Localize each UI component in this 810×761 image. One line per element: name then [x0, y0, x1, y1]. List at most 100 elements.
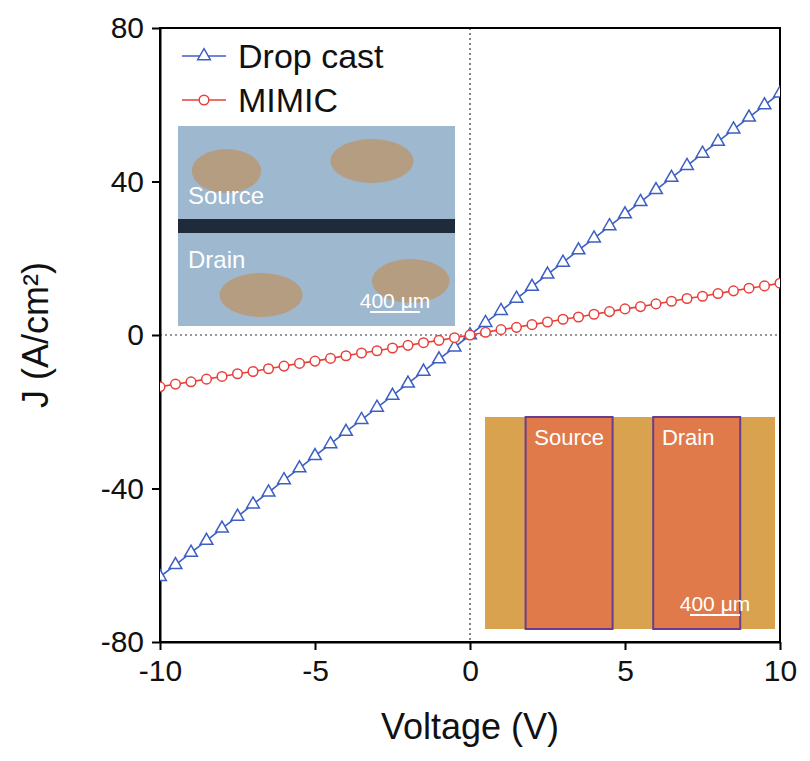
data-point — [712, 134, 725, 145]
data-point — [450, 333, 460, 343]
data-point — [160, 382, 165, 392]
legend: Drop cast MIMIC — [182, 37, 384, 119]
legend-marker — [198, 49, 211, 60]
data-point — [402, 376, 415, 387]
data-point — [262, 485, 275, 496]
data-point — [278, 473, 291, 484]
data-point — [541, 267, 554, 278]
x-tick-mark — [625, 642, 627, 650]
data-point — [665, 170, 678, 181]
data-point — [357, 348, 367, 358]
data-point — [388, 343, 398, 353]
data-point — [309, 449, 322, 460]
data-point — [744, 283, 754, 293]
inset-background — [485, 417, 775, 629]
data-point — [247, 497, 260, 508]
data-point — [324, 437, 337, 448]
y-tick-mark — [152, 642, 160, 644]
data-point — [417, 364, 430, 375]
data-point — [605, 307, 615, 317]
x-tick-label: 10 — [764, 654, 797, 687]
data-point — [557, 255, 570, 266]
data-point — [682, 294, 692, 304]
data-point — [775, 278, 780, 288]
legend-marker — [199, 95, 209, 105]
y-tick-label: 0 — [127, 318, 144, 351]
data-point — [403, 341, 413, 351]
x-tick-label: 5 — [617, 654, 634, 687]
x-tick: -5 — [302, 642, 329, 687]
data-point — [200, 533, 213, 544]
inset-texture — [330, 139, 413, 183]
y-tick-label: 80 — [111, 11, 144, 44]
data-point — [713, 289, 723, 299]
x-tick: 5 — [617, 642, 634, 687]
data-point — [479, 315, 492, 326]
y-tick: 40 — [111, 165, 160, 198]
legend-entry: MIMIC — [182, 81, 338, 119]
data-point — [636, 302, 646, 312]
data-point — [233, 369, 243, 379]
y-tick-label: -80 — [101, 625, 144, 658]
data-point — [216, 521, 229, 532]
data-point — [372, 346, 382, 356]
data-point — [295, 359, 305, 369]
data-point — [558, 314, 568, 324]
inset-image: Source Drain 400 μm — [178, 126, 455, 326]
data-point — [495, 303, 508, 314]
data-point — [434, 336, 444, 346]
data-point — [481, 328, 491, 338]
inset-label: Source — [534, 425, 604, 450]
x-tick-label: 0 — [462, 654, 479, 687]
data-point — [743, 110, 756, 121]
chart: -10-50510-80-4004080Voltage (V)J (A/cm²)… — [0, 0, 810, 761]
data-point — [729, 286, 739, 296]
data-point — [619, 207, 632, 218]
data-point — [433, 352, 446, 363]
data-point — [248, 367, 258, 377]
data-point — [160, 569, 166, 580]
data-point — [355, 412, 368, 423]
data-point — [185, 545, 198, 556]
data-point — [264, 364, 274, 374]
data-point — [186, 377, 196, 387]
data-point — [512, 323, 522, 333]
data-point — [371, 400, 384, 411]
data-point — [279, 361, 289, 371]
x-tick-mark — [315, 642, 317, 650]
data-point — [574, 312, 584, 322]
x-tick: 10 — [764, 642, 797, 687]
inset-label: Source — [188, 182, 264, 209]
inset-electrode — [526, 417, 613, 629]
y-axis-title: J (A/cm²) — [15, 262, 56, 408]
data-point — [419, 338, 429, 348]
data-point — [667, 296, 677, 306]
y-tick: -40 — [101, 472, 160, 505]
y-tick-mark — [152, 488, 160, 490]
data-point — [588, 231, 601, 242]
y-axis: -80 -40 0 40 80 — [101, 11, 161, 658]
data-point — [727, 122, 740, 133]
data-point — [696, 146, 709, 157]
legend-entry: Drop cast — [182, 37, 384, 75]
data-point — [603, 219, 616, 230]
data-point — [171, 379, 181, 389]
x-tick-mark — [470, 642, 472, 650]
y-tick: -80 — [101, 625, 160, 658]
data-point — [774, 86, 780, 97]
data-point — [681, 158, 694, 169]
inset-label: Drain — [188, 246, 245, 273]
data-point — [169, 558, 182, 569]
y-tick-mark — [152, 28, 160, 30]
data-point — [526, 279, 539, 290]
data-point — [543, 317, 553, 327]
data-point — [572, 243, 585, 254]
y-tick: 80 — [111, 11, 160, 44]
data-point — [231, 509, 244, 520]
scale-bar-label: 400 μm — [360, 289, 430, 312]
data-point — [527, 320, 537, 330]
data-point — [510, 291, 523, 302]
y-tick-label: -40 — [101, 472, 144, 505]
x-axis: -10-50510 — [139, 642, 797, 687]
data-point — [760, 281, 770, 291]
